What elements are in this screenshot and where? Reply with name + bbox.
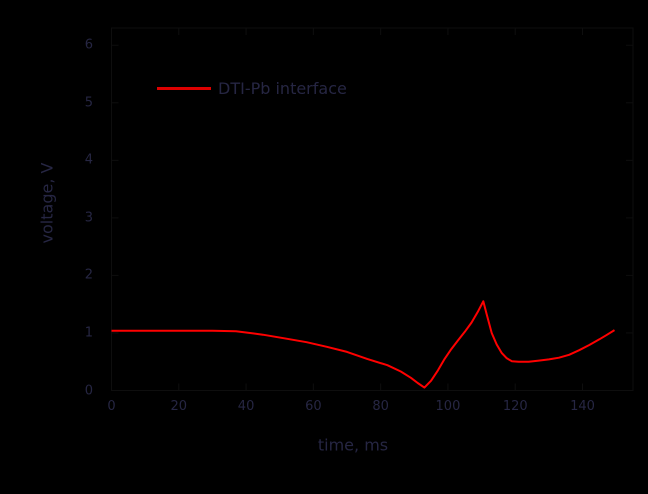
legend-line-sample (157, 86, 211, 90)
x-tick-label: 20 (170, 399, 188, 414)
x-axis-label: time, ms (317, 435, 389, 455)
legend: DTI-Pb interface (157, 78, 347, 98)
x-tick-label: 100 (435, 399, 461, 414)
legend-label: DTI-Pb interface (218, 78, 347, 98)
data-series-line (111, 300, 616, 389)
x-tick-label: 140 (570, 399, 595, 414)
y-tick-label: 6 (84, 37, 93, 53)
y-tick-label: 1 (84, 325, 93, 341)
axis-frame (111, 27, 634, 391)
y-tick-label: 2 (84, 267, 93, 283)
x-tick-label: 0 (107, 399, 116, 414)
axis-ticks (111, 28, 633, 391)
y-tick-label: 4 (84, 152, 93, 168)
y-tick-label: 0 (84, 383, 93, 398)
x-tick-label: 120 (502, 399, 528, 414)
y-tick-label: 3 (84, 210, 93, 226)
y-axis-label: voltage, V (37, 162, 57, 244)
x-tick-label: 40 (237, 399, 255, 414)
x-tick-label: 80 (372, 399, 389, 414)
x-tick-label: 60 (305, 399, 322, 414)
y-tick-label: 5 (84, 95, 93, 111)
